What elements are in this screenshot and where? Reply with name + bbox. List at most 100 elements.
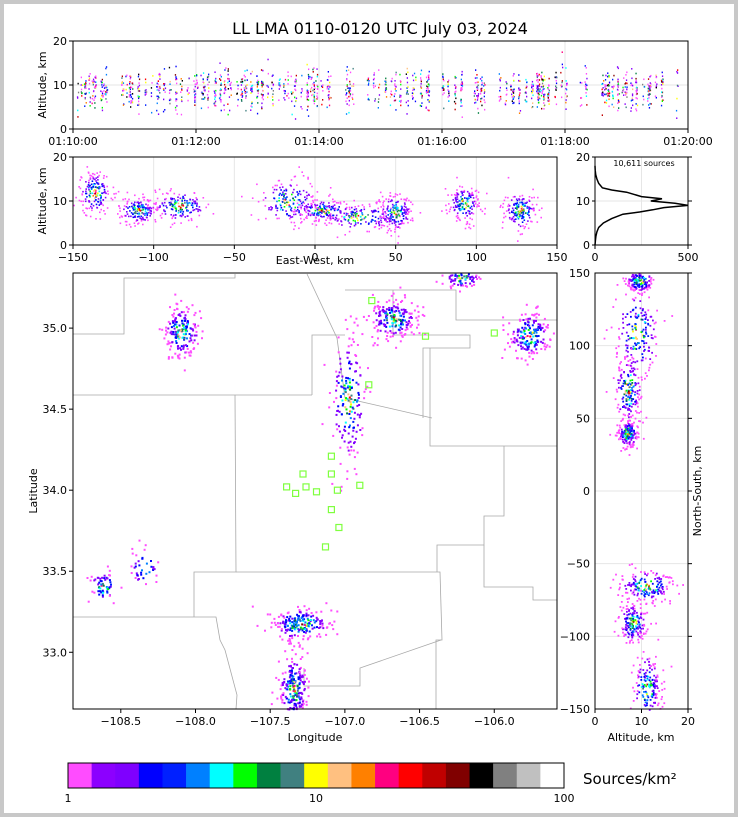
source-point bbox=[298, 668, 301, 671]
source-point bbox=[295, 78, 297, 81]
source-point bbox=[319, 623, 322, 626]
source-point bbox=[75, 196, 77, 199]
source-point bbox=[467, 200, 469, 203]
source-point bbox=[632, 390, 634, 393]
source-point bbox=[307, 93, 309, 96]
source-point bbox=[477, 88, 479, 90]
source-point bbox=[94, 183, 96, 185]
source-point bbox=[295, 97, 298, 100]
source-point bbox=[186, 347, 189, 350]
source-point bbox=[289, 205, 291, 208]
source-point bbox=[539, 97, 541, 100]
source-point bbox=[344, 406, 347, 409]
source-point bbox=[339, 210, 341, 212]
source-point bbox=[389, 314, 392, 317]
source-point bbox=[400, 96, 402, 98]
source-point bbox=[464, 197, 466, 199]
source-point bbox=[634, 328, 637, 331]
source-point bbox=[395, 71, 397, 74]
source-point bbox=[400, 319, 402, 322]
source-point bbox=[96, 182, 99, 185]
source-point bbox=[392, 332, 395, 335]
source-point bbox=[299, 679, 302, 682]
source-point bbox=[214, 96, 216, 99]
source-point bbox=[544, 329, 547, 332]
source-point bbox=[408, 210, 410, 213]
source-point bbox=[387, 205, 389, 207]
source-point bbox=[189, 350, 192, 353]
source-point bbox=[324, 222, 326, 225]
source-point bbox=[313, 91, 316, 94]
source-point bbox=[625, 430, 628, 433]
source-point bbox=[420, 79, 422, 81]
source-point bbox=[97, 576, 100, 579]
source-point bbox=[442, 85, 445, 88]
source-point bbox=[410, 312, 413, 315]
source-point bbox=[198, 206, 201, 208]
source-point bbox=[163, 89, 165, 91]
source-point bbox=[98, 593, 101, 596]
source-point bbox=[454, 197, 457, 200]
source-point bbox=[94, 197, 96, 199]
source-point bbox=[634, 393, 636, 396]
source-point bbox=[100, 80, 102, 83]
source-point bbox=[410, 302, 413, 305]
source-point bbox=[353, 411, 356, 414]
source-point bbox=[635, 97, 637, 99]
source-point bbox=[348, 381, 351, 384]
source-point bbox=[460, 83, 462, 86]
source-point bbox=[306, 206, 309, 208]
source-point bbox=[228, 78, 230, 80]
source-point bbox=[284, 92, 286, 95]
source-point bbox=[208, 73, 210, 76]
source-point bbox=[327, 205, 329, 208]
source-point bbox=[314, 203, 316, 206]
source-point bbox=[481, 84, 483, 86]
source-point bbox=[537, 84, 539, 87]
source-point bbox=[358, 404, 361, 406]
source-point bbox=[393, 204, 395, 207]
source-point bbox=[565, 101, 567, 104]
source-point bbox=[237, 104, 239, 107]
source-point bbox=[106, 565, 109, 568]
source-point bbox=[126, 96, 128, 98]
source-point bbox=[129, 94, 131, 97]
source-point bbox=[534, 313, 537, 316]
source-point bbox=[175, 208, 178, 211]
source-point bbox=[77, 116, 79, 118]
source-point bbox=[361, 213, 364, 216]
source-point bbox=[455, 215, 458, 218]
source-point bbox=[648, 94, 650, 97]
source-point bbox=[631, 77, 633, 80]
source-point bbox=[627, 409, 629, 411]
source-point bbox=[297, 618, 300, 621]
source-point bbox=[393, 207, 395, 209]
source-point bbox=[306, 197, 308, 200]
source-point bbox=[171, 314, 174, 316]
source-point bbox=[527, 227, 530, 230]
source-point bbox=[172, 204, 175, 206]
source-point bbox=[322, 201, 325, 204]
source-point bbox=[442, 75, 444, 78]
source-point bbox=[337, 336, 340, 339]
source-point bbox=[481, 97, 483, 100]
source-point bbox=[523, 331, 526, 334]
source-point bbox=[146, 205, 149, 207]
source-point bbox=[624, 438, 626, 441]
source-point bbox=[626, 71, 628, 74]
source-point bbox=[246, 91, 248, 93]
source-point bbox=[93, 173, 96, 176]
source-point bbox=[198, 209, 201, 211]
source-point bbox=[626, 88, 628, 90]
source-point bbox=[334, 219, 336, 221]
source-point bbox=[279, 78, 281, 80]
source-point bbox=[585, 67, 587, 69]
source-point bbox=[277, 660, 280, 663]
source-point bbox=[153, 211, 155, 214]
source-point bbox=[526, 205, 529, 208]
source-point bbox=[515, 338, 518, 341]
source-point bbox=[137, 95, 139, 97]
source-point bbox=[313, 220, 316, 222]
source-point bbox=[522, 209, 524, 211]
source-point bbox=[166, 343, 169, 346]
